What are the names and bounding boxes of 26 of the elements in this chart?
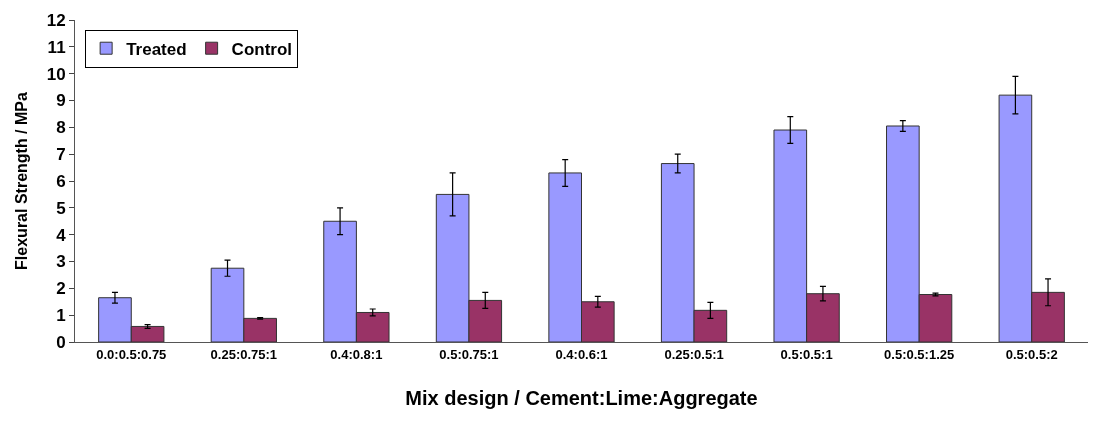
x-tick-label: 0.5:0.5:2 bbox=[1005, 346, 1058, 362]
legend-label: Treated bbox=[126, 39, 187, 59]
x-tick-label: 0.25:0.75:1 bbox=[210, 346, 278, 362]
y-tick-label: 12 bbox=[46, 10, 66, 30]
x-tick-label: 0.4:0.8:1 bbox=[330, 346, 383, 362]
x-tick-label: 0.5:0.5:1 bbox=[780, 346, 833, 362]
y-tick-label: 5 bbox=[56, 198, 66, 218]
y-tick-label: 10 bbox=[46, 64, 66, 84]
y-tick-label: 9 bbox=[56, 91, 66, 111]
legend-label: Control bbox=[231, 39, 293, 59]
y-axis-title: Flexural Strength / MPa bbox=[12, 91, 30, 270]
y-tick-label: 8 bbox=[56, 118, 66, 138]
y-tick-label: 0 bbox=[56, 332, 66, 352]
y-tick-label: 4 bbox=[56, 225, 67, 245]
y-tick-label: 1 bbox=[56, 306, 66, 326]
x-tick-label: 0.25:0.5:1 bbox=[664, 346, 724, 362]
y-tick-label: 6 bbox=[56, 171, 66, 191]
y-tick-label: 2 bbox=[56, 279, 66, 299]
x-tick-label: 0.5:0.75:1 bbox=[439, 346, 499, 362]
x-tick-label: 0.4:0.6:1 bbox=[555, 346, 608, 362]
x-tick-label: 0.0:0.5:0.75 bbox=[96, 346, 167, 362]
y-tick-label: 3 bbox=[56, 252, 66, 272]
y-tick-label: 7 bbox=[56, 145, 66, 165]
y-tick-label: 11 bbox=[47, 37, 66, 57]
x-axis-title: Mix design / Cement:Lime:Aggregate bbox=[405, 387, 758, 410]
x-tick-label: 0.5:0.5:1.25 bbox=[884, 346, 955, 362]
